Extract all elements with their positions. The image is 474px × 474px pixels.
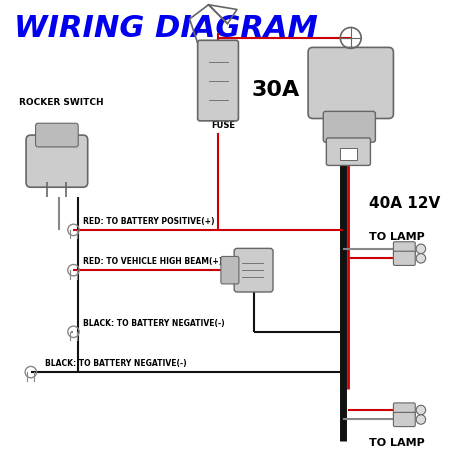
FancyBboxPatch shape <box>26 135 88 187</box>
FancyBboxPatch shape <box>393 251 415 265</box>
Text: BLACK: TO BATTERY NEGATIVE(-): BLACK: TO BATTERY NEGATIVE(-) <box>45 359 187 368</box>
FancyBboxPatch shape <box>323 111 375 142</box>
Text: RED: TO BATTERY POSITIVE(+): RED: TO BATTERY POSITIVE(+) <box>83 217 214 226</box>
FancyBboxPatch shape <box>221 256 239 284</box>
FancyBboxPatch shape <box>393 403 415 417</box>
Text: BLACK: TO BATTERY NEGATIVE(-): BLACK: TO BATTERY NEGATIVE(-) <box>83 319 225 328</box>
Circle shape <box>416 405 426 415</box>
FancyBboxPatch shape <box>393 412 415 427</box>
Circle shape <box>416 415 426 424</box>
Circle shape <box>416 254 426 263</box>
Text: TO LAMP: TO LAMP <box>369 438 425 448</box>
Text: 30A: 30A <box>251 80 300 100</box>
FancyBboxPatch shape <box>36 123 78 147</box>
Text: RED: TO VEHICLE HIGH BEAM(+): RED: TO VEHICLE HIGH BEAM(+) <box>83 257 222 266</box>
Text: ROCKER SWITCH: ROCKER SWITCH <box>19 98 104 107</box>
FancyBboxPatch shape <box>198 40 238 121</box>
Bar <box>340 148 357 160</box>
Circle shape <box>416 244 426 254</box>
FancyBboxPatch shape <box>393 242 415 256</box>
FancyBboxPatch shape <box>234 248 273 292</box>
FancyBboxPatch shape <box>308 47 393 118</box>
Text: TO LAMP: TO LAMP <box>369 232 425 242</box>
Text: 40A 12V: 40A 12V <box>369 196 440 211</box>
Text: FUSE: FUSE <box>211 121 235 130</box>
Text: RELAY: RELAY <box>334 78 368 88</box>
FancyBboxPatch shape <box>326 138 370 165</box>
Text: WIRING DIAGRAM: WIRING DIAGRAM <box>14 14 318 43</box>
